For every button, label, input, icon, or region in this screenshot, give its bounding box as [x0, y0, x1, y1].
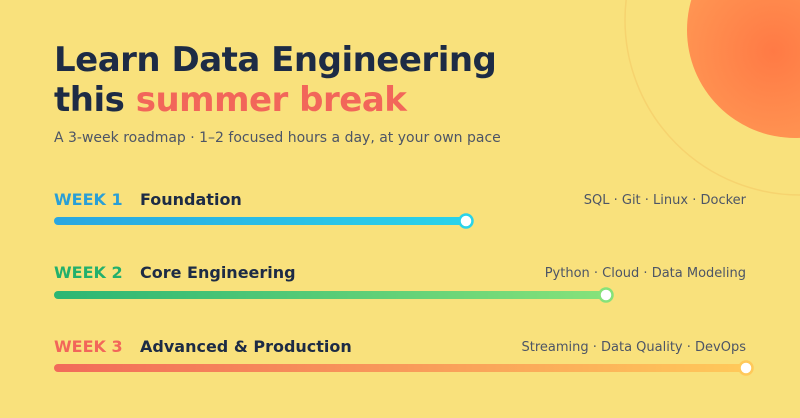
- title-line: Learn Data Engineering: [54, 40, 497, 80]
- week-title: Advanced & Production: [140, 337, 352, 356]
- week-label: WEEK 2: [54, 263, 123, 282]
- title-line: this summer break: [54, 80, 407, 120]
- week-topics: SQL · Git · Linux · Docker: [583, 193, 746, 208]
- sun: [687, 0, 800, 138]
- subtitle: A 3-week roadmap · 1–2 focused hours a d…: [54, 130, 501, 146]
- progress-knob: [458, 213, 474, 229]
- week-title: Foundation: [140, 190, 242, 209]
- week-topics: Python · Cloud · Data Modeling: [544, 266, 746, 281]
- progress-bar: [54, 291, 606, 299]
- week-label: WEEK 1: [54, 190, 123, 209]
- week-title: Core Engineering: [140, 263, 296, 282]
- ring: [624, 0, 800, 196]
- progress-knob: [738, 360, 754, 376]
- week-topics: Streaming · Data Quality · DevOps: [521, 340, 746, 355]
- progress-bar: [54, 364, 746, 372]
- progress-bar: [54, 217, 466, 225]
- week-label: WEEK 3: [54, 337, 123, 356]
- title-accent: summer break: [135, 80, 407, 120]
- title-text: this: [54, 80, 125, 120]
- progress-knob: [598, 287, 614, 303]
